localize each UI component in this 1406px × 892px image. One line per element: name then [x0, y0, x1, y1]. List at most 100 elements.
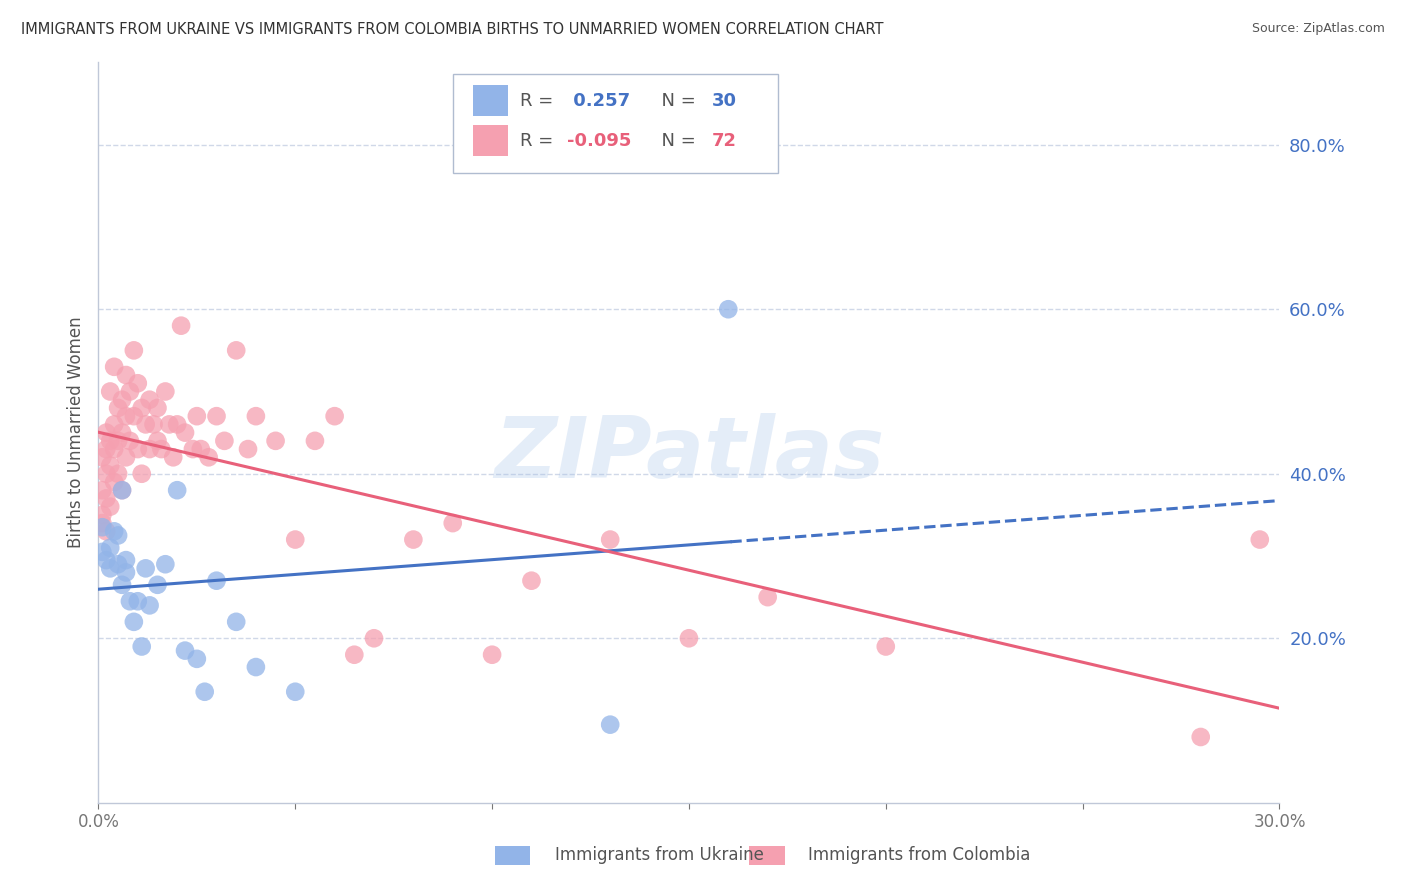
Point — [441, 516, 464, 530]
Point — [225, 343, 247, 358]
Point — [118, 594, 141, 608]
Point — [284, 685, 307, 699]
Point — [166, 483, 188, 498]
Point — [181, 442, 204, 456]
Point — [520, 574, 543, 588]
Point — [91, 450, 114, 465]
Point — [122, 409, 145, 424]
Point — [103, 524, 125, 539]
Point — [166, 417, 188, 432]
Point — [118, 384, 141, 399]
Point — [284, 533, 307, 547]
Point — [127, 376, 149, 391]
Point — [122, 343, 145, 358]
Point — [150, 442, 173, 456]
Text: N =: N = — [650, 132, 702, 150]
Point — [138, 442, 160, 456]
Point — [107, 467, 129, 481]
Point — [717, 302, 740, 317]
Y-axis label: Births to Unmarried Women: Births to Unmarried Women — [66, 317, 84, 549]
Text: 0.257: 0.257 — [567, 92, 630, 110]
Point — [146, 578, 169, 592]
Text: IMMIGRANTS FROM UKRAINE VS IMMIGRANTS FROM COLOMBIA BIRTHS TO UNMARRIED WOMEN CO: IMMIGRANTS FROM UKRAINE VS IMMIGRANTS FR… — [21, 22, 883, 37]
Point — [98, 458, 121, 473]
Point — [96, 524, 118, 539]
Point — [107, 434, 129, 448]
Text: N =: N = — [650, 92, 702, 110]
Point — [1249, 533, 1271, 547]
Point — [402, 533, 425, 547]
Text: Immigrants from Ukraine: Immigrants from Ukraine — [555, 846, 765, 863]
Point — [264, 434, 287, 448]
Point — [111, 483, 134, 498]
Point — [170, 318, 193, 333]
Point — [91, 483, 114, 498]
Point — [96, 491, 118, 506]
Point — [107, 401, 129, 415]
Point — [135, 417, 157, 432]
Point — [481, 648, 503, 662]
Point — [98, 541, 121, 555]
Point — [236, 442, 259, 456]
Point — [186, 652, 208, 666]
Point — [103, 475, 125, 489]
Point — [142, 417, 165, 432]
Point — [115, 409, 138, 424]
Text: Source: ZipAtlas.com: Source: ZipAtlas.com — [1251, 22, 1385, 36]
Point — [103, 442, 125, 456]
Point — [162, 450, 184, 465]
Point — [98, 561, 121, 575]
Point — [197, 450, 219, 465]
Point — [186, 409, 208, 424]
Point — [138, 392, 160, 407]
Point — [98, 500, 121, 514]
Point — [127, 442, 149, 456]
Point — [103, 417, 125, 432]
Point — [138, 599, 160, 613]
Point — [91, 516, 114, 530]
Point — [91, 545, 114, 559]
Point — [131, 401, 153, 415]
Point — [363, 632, 385, 646]
Point — [194, 685, 217, 699]
Point — [91, 520, 114, 534]
Point — [127, 594, 149, 608]
Point — [245, 409, 267, 424]
Point — [599, 533, 621, 547]
Point — [205, 409, 228, 424]
Point — [304, 434, 326, 448]
Text: Immigrants from Colombia: Immigrants from Colombia — [808, 846, 1031, 863]
Text: -0.095: -0.095 — [567, 132, 631, 150]
Point — [98, 434, 121, 448]
Point — [111, 425, 134, 440]
FancyBboxPatch shape — [472, 126, 508, 156]
Point — [118, 434, 141, 448]
Point — [111, 578, 134, 592]
Point — [678, 632, 700, 646]
Point — [875, 640, 897, 654]
Point — [1189, 730, 1212, 744]
Point — [135, 561, 157, 575]
Point — [131, 640, 153, 654]
Point — [190, 442, 212, 456]
FancyBboxPatch shape — [453, 73, 778, 173]
Point — [146, 401, 169, 415]
Text: 30: 30 — [711, 92, 737, 110]
Point — [155, 384, 177, 399]
Text: ZIPatlas: ZIPatlas — [494, 413, 884, 496]
Point — [146, 434, 169, 448]
Point — [155, 558, 177, 572]
Point — [96, 467, 118, 481]
Text: 72: 72 — [711, 132, 737, 150]
Point — [115, 368, 138, 382]
Point — [111, 392, 134, 407]
Point — [131, 467, 153, 481]
FancyBboxPatch shape — [472, 86, 508, 117]
Point — [214, 434, 236, 448]
Point — [323, 409, 346, 424]
Point — [174, 643, 197, 657]
Point — [343, 648, 366, 662]
Point — [174, 425, 197, 440]
Text: R =: R = — [520, 92, 560, 110]
Point — [111, 483, 134, 498]
